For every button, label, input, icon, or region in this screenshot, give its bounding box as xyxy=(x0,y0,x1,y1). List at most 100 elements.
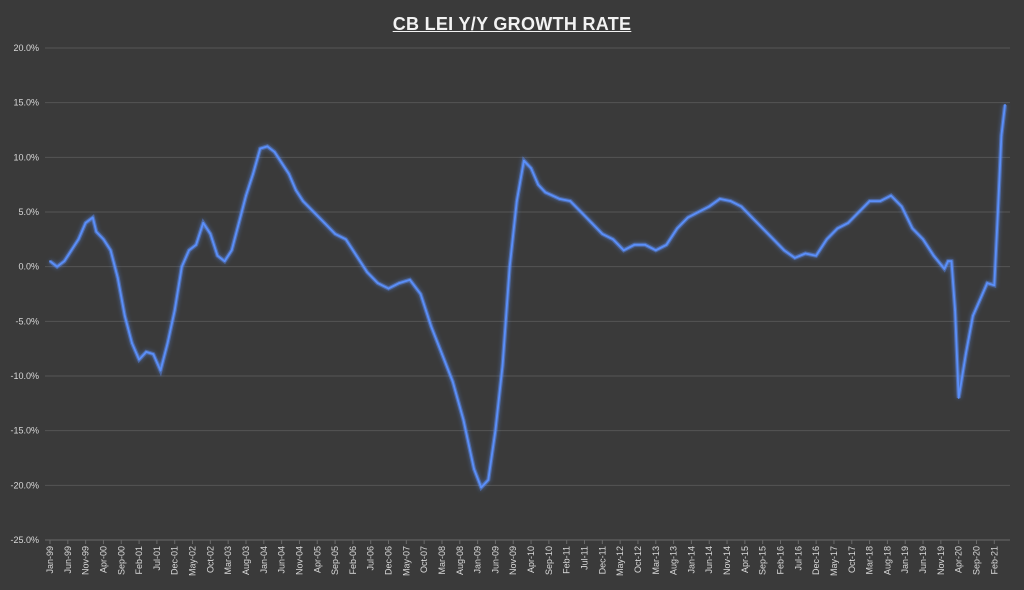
x-tick-label: Oct-17 xyxy=(847,546,857,573)
data-point xyxy=(515,200,518,202)
x-tick-label: Aug-18 xyxy=(882,546,892,575)
x-tick-label: Oct-02 xyxy=(205,546,215,573)
x-tick-label: Mar-18 xyxy=(865,546,875,575)
data-point xyxy=(387,287,390,290)
data-point xyxy=(993,284,996,287)
data-point xyxy=(1000,134,1003,137)
data-point xyxy=(719,197,721,200)
data-point xyxy=(836,227,839,230)
data-point xyxy=(441,353,443,356)
x-tick-label: Nov-04 xyxy=(294,546,304,575)
data-point xyxy=(633,243,636,246)
data-point xyxy=(708,205,711,208)
data-point xyxy=(102,238,105,241)
data-point xyxy=(487,478,490,481)
x-tick-label: Dec-11 xyxy=(597,546,607,574)
x-tick-label: Nov-14 xyxy=(722,546,732,575)
data-point xyxy=(273,150,276,153)
y-tick-label: 15.0% xyxy=(13,98,39,108)
x-tick-label: Jun-04 xyxy=(277,546,287,574)
y-tick-label: -25.0% xyxy=(10,535,39,545)
data-point xyxy=(508,265,511,268)
data-point xyxy=(551,194,554,197)
data-point xyxy=(890,194,892,197)
x-tick-label: Jun-19 xyxy=(918,546,928,574)
data-point xyxy=(366,271,369,274)
data-point xyxy=(95,230,98,233)
x-tick-label: Sep-20 xyxy=(971,546,981,575)
data-point xyxy=(195,243,198,246)
data-point xyxy=(686,216,689,219)
y-tick-label: -15.0% xyxy=(10,426,39,436)
data-point xyxy=(911,227,914,230)
x-tick-label: Oct-07 xyxy=(419,546,429,573)
x-tick-label: Jan-99 xyxy=(45,546,55,574)
data-point xyxy=(868,200,871,202)
x-tick-label: Mar-03 xyxy=(223,546,233,575)
data-point xyxy=(879,200,882,202)
data-point xyxy=(419,293,422,295)
data-point xyxy=(280,161,283,164)
data-point xyxy=(245,194,247,197)
y-tick-label: 0.0% xyxy=(18,262,39,272)
data-point xyxy=(462,418,465,421)
data-point xyxy=(537,183,540,186)
x-tick-label: Apr-00 xyxy=(98,546,108,573)
y-tick-label: -5.0% xyxy=(15,316,39,326)
x-tick-label: Apr-20 xyxy=(954,546,964,573)
y-axis-tick-labels: 20.0% 15.0% 10.0% 5.0% 0.0% -5.0% -10.0% -15.0%… xyxy=(10,43,39,545)
x-tick-label: Feb-21 xyxy=(989,546,999,575)
x-tick-label: Apr-05 xyxy=(312,546,322,573)
data-point xyxy=(697,211,700,213)
x-tick-label: Oct-12 xyxy=(633,546,643,573)
data-point xyxy=(91,216,94,219)
data-point xyxy=(996,211,999,213)
x-tick-label: Sep-15 xyxy=(758,546,768,575)
series-line-glow xyxy=(48,104,1007,492)
x-tick-label: May-12 xyxy=(615,546,625,576)
x-tick-label: Jul-11 xyxy=(580,546,590,570)
x-tick-label: Apr-15 xyxy=(740,546,750,573)
data-point xyxy=(979,298,981,301)
data-point xyxy=(302,200,304,202)
data-point xyxy=(544,191,547,194)
data-point xyxy=(793,257,796,259)
x-tick-label: Dec-06 xyxy=(384,546,394,575)
data-point xyxy=(494,429,497,432)
data-point xyxy=(501,364,504,366)
x-tick-label: Feb-06 xyxy=(348,546,358,575)
data-point xyxy=(294,189,297,192)
data-point xyxy=(209,232,212,235)
data-point xyxy=(77,238,80,241)
data-point xyxy=(740,205,743,208)
data-point xyxy=(223,260,226,263)
y-tick-label: 20.0% xyxy=(13,43,39,53)
x-tick-label: Nov-99 xyxy=(81,546,91,575)
x-tick-label: Nov-09 xyxy=(508,546,518,575)
data-point xyxy=(131,342,133,345)
x-tick-label: Mar-13 xyxy=(651,546,661,575)
data-point xyxy=(654,249,657,252)
y-tick-label: -20.0% xyxy=(10,480,39,490)
data-point xyxy=(772,238,775,241)
data-point xyxy=(676,227,679,230)
x-tick-label: Jul-06 xyxy=(366,546,376,571)
data-point xyxy=(972,314,974,317)
x-tick-label: Aug-13 xyxy=(669,546,679,575)
data-point xyxy=(523,159,525,162)
data-point xyxy=(376,282,379,284)
x-tick-label: Sep-00 xyxy=(116,546,126,575)
data-point xyxy=(644,243,646,246)
data-point xyxy=(230,249,233,252)
data-point xyxy=(1004,103,1006,106)
data-point xyxy=(947,260,949,263)
chart-title: CB LEI Y/Y GROWTH RATE xyxy=(392,14,632,34)
data-point xyxy=(344,238,347,241)
x-tick-label: Jan-14 xyxy=(686,546,696,574)
series-layer xyxy=(48,103,1007,492)
data-point xyxy=(815,254,818,257)
data-point xyxy=(334,232,336,235)
data-point xyxy=(266,145,269,148)
data-point xyxy=(900,205,903,208)
